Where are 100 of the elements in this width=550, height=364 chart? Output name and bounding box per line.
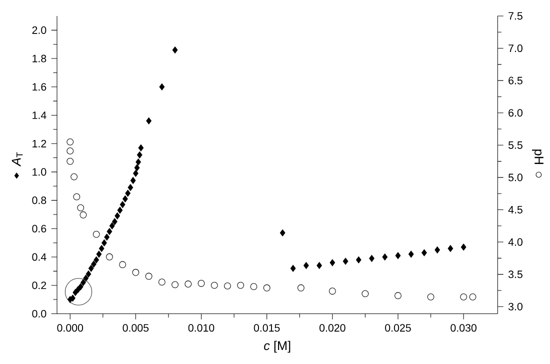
point — [70, 294, 76, 302]
point — [394, 292, 402, 300]
y-tick-label: 1.2 — [32, 140, 46, 148]
point — [172, 281, 179, 288]
point — [66, 138, 74, 146]
point — [250, 283, 258, 290]
point — [297, 284, 304, 292]
point — [134, 164, 140, 172]
point — [469, 293, 476, 300]
y-tick-label: 0.0 — [32, 310, 46, 318]
point — [304, 262, 309, 269]
y-tick-label: 1.4 — [32, 112, 46, 119]
point — [122, 195, 128, 202]
point — [136, 158, 141, 166]
point — [112, 218, 118, 226]
point — [198, 280, 205, 287]
point — [66, 158, 74, 165]
point — [342, 258, 348, 265]
x-tick-label: 0.025 — [385, 324, 411, 332]
point — [369, 254, 374, 262]
x-tick-label: 0.030 — [450, 324, 476, 332]
point — [80, 279, 86, 286]
y2-tick-label: 5.5 — [508, 141, 522, 149]
point — [434, 246, 440, 254]
point — [427, 293, 434, 300]
x-tick-label: 0.020 — [319, 324, 346, 332]
point — [78, 283, 84, 290]
y2-tick-label: 3.0 — [508, 302, 522, 310]
point — [119, 261, 126, 268]
x-tick-label: 0.010 — [188, 324, 214, 332]
y-tick-label: 1.8 — [32, 54, 46, 62]
point — [73, 193, 80, 200]
y-tick-label: 1.0 — [32, 168, 46, 176]
point — [77, 204, 84, 212]
y-tick-label: 1.6 — [32, 83, 46, 91]
point — [86, 270, 92, 278]
point — [408, 250, 414, 258]
y2-tick-label: 7.0 — [508, 44, 522, 52]
point — [395, 252, 401, 260]
y-tick-label: 2.0 — [32, 26, 46, 34]
y2-tick-label: 4.5 — [508, 206, 522, 214]
point — [184, 280, 192, 288]
point — [460, 244, 466, 251]
point — [106, 253, 113, 260]
point — [125, 190, 130, 197]
point — [210, 282, 218, 289]
point — [120, 201, 126, 208]
point — [106, 228, 112, 235]
point — [83, 274, 89, 282]
point — [263, 284, 270, 292]
point — [145, 272, 152, 280]
point — [362, 290, 369, 298]
point — [109, 222, 115, 230]
point — [96, 250, 102, 258]
point — [132, 268, 140, 276]
point — [382, 254, 388, 260]
y2-tick-label: 7.5 — [508, 12, 522, 20]
x-tick-label: 0.000 — [57, 324, 84, 332]
point — [330, 259, 336, 266]
point — [98, 245, 104, 252]
point — [102, 239, 107, 246]
y-tick-label: 0.4 — [32, 253, 46, 261]
y2-tick-label: 6.0 — [508, 109, 522, 117]
point — [128, 184, 134, 192]
point — [70, 173, 78, 180]
point — [117, 206, 123, 214]
point — [94, 256, 100, 264]
point — [130, 176, 136, 184]
point — [133, 170, 138, 177]
x-axis-title: c [M] — [264, 340, 290, 353]
point — [422, 249, 427, 256]
point — [136, 151, 142, 158]
point — [80, 211, 87, 218]
point — [158, 278, 166, 286]
point — [448, 245, 454, 252]
point — [92, 230, 100, 238]
y-tick-label: 0.6 — [32, 224, 46, 232]
point — [460, 293, 468, 300]
point — [172, 46, 178, 54]
x-tick-label: 0.005 — [122, 324, 149, 332]
y-tick-label: 0.2 — [32, 282, 46, 290]
point — [146, 117, 152, 124]
point — [237, 282, 244, 289]
point — [224, 282, 231, 290]
point — [91, 260, 96, 268]
point — [356, 256, 362, 264]
point — [88, 264, 94, 272]
point — [316, 262, 322, 269]
point — [138, 144, 144, 152]
y2-axis-title: pH — [532, 150, 544, 164]
y2-tick-label: 5.0 — [508, 174, 522, 182]
y-tick-label: 0.8 — [32, 196, 46, 204]
point — [280, 229, 286, 236]
x-tick-label: 0.015 — [254, 324, 280, 332]
point — [114, 212, 120, 220]
y2-tick-label: 4.0 — [508, 238, 522, 246]
point — [159, 83, 165, 90]
point — [66, 148, 74, 154]
y2-tick-label: 6.5 — [508, 76, 522, 84]
y-axis-title: A$_{T}$ — [12, 152, 23, 167]
